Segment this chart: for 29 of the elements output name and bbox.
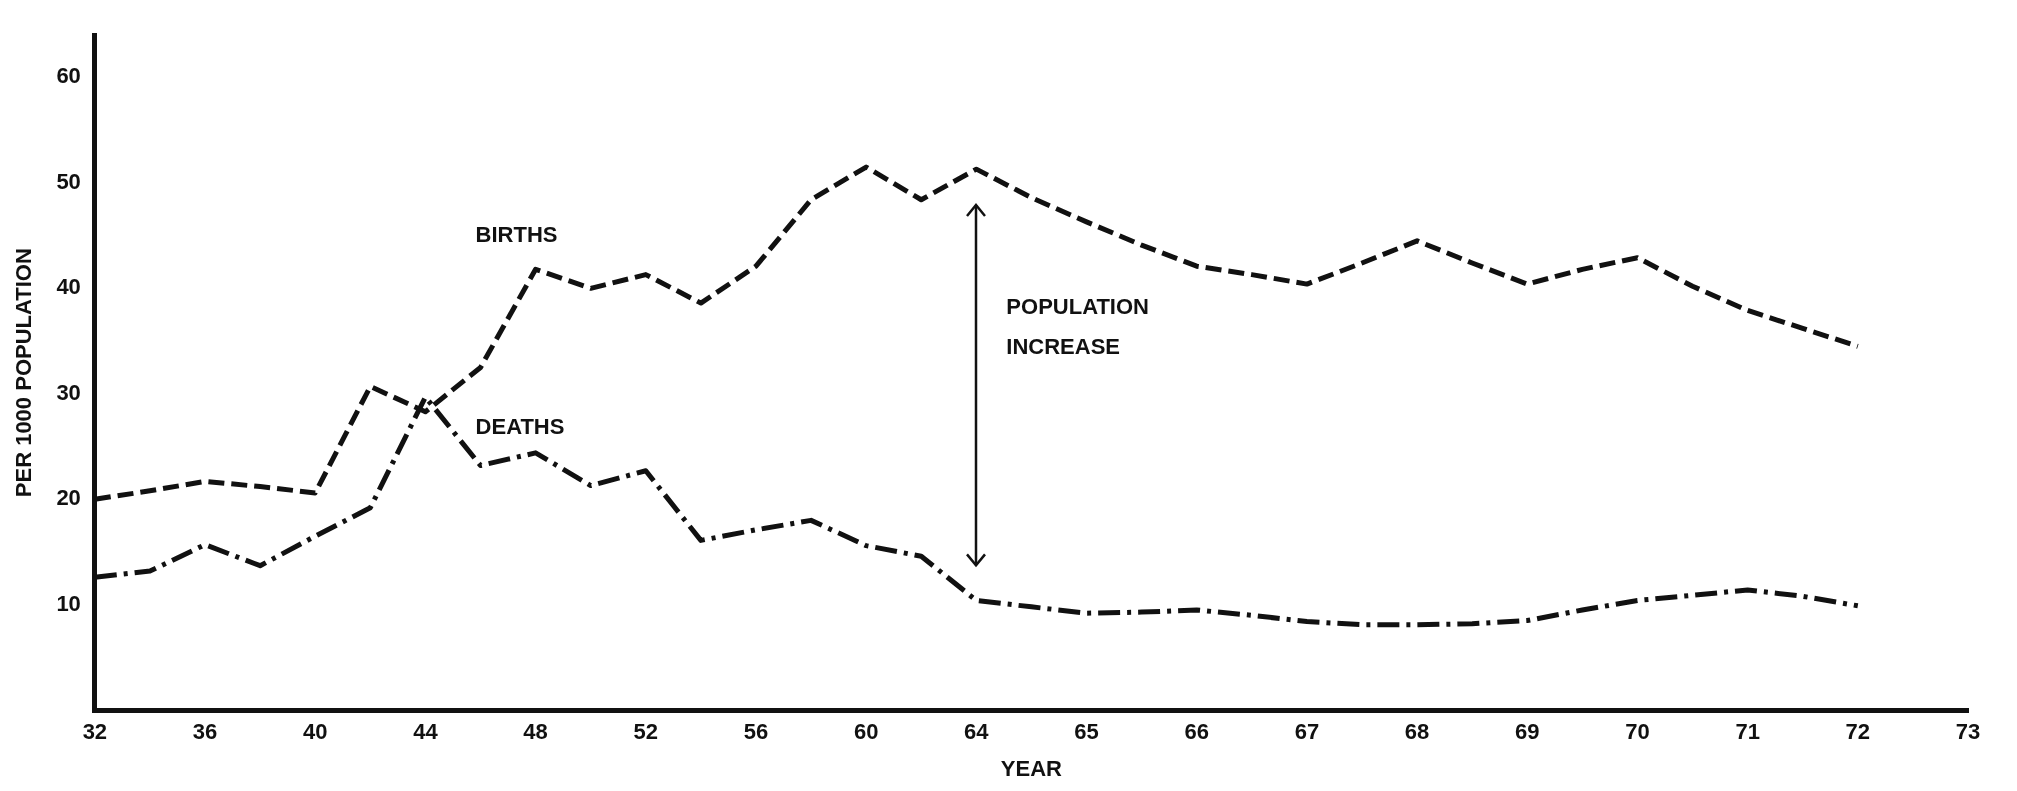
x-axis-title: YEAR: [1000, 755, 1063, 781]
x-tick-label: 48: [523, 719, 548, 745]
x-tick-label: 71: [1735, 719, 1760, 745]
y-tick-label: 60: [56, 63, 81, 89]
y-tick-label: 20: [56, 485, 81, 511]
series-label: BIRTHS: [475, 222, 558, 248]
x-tick-label: 32: [82, 719, 108, 745]
x-tick-label: 66: [1184, 719, 1209, 745]
x-tick-label: 72: [1845, 719, 1871, 745]
x-tick-label: 67: [1294, 719, 1320, 745]
x-tick-label: 52: [633, 719, 659, 745]
x-tick-label: 64: [964, 719, 990, 745]
x-tick-label: 69: [1515, 719, 1540, 745]
y-tick-label: 30: [56, 379, 81, 405]
y-axis-title: PER 1000 POPULATION: [11, 248, 37, 498]
x-tick-label: 65: [1074, 719, 1099, 745]
x-tick-label: 56: [743, 719, 769, 745]
series-label: DEATHS: [475, 413, 565, 439]
y-tick-label: 10: [56, 590, 81, 616]
x-tick-label: 68: [1404, 719, 1430, 745]
x-tick-label: 40: [303, 719, 328, 745]
annotation: POPULATION INCREASE: [1006, 293, 1149, 359]
y-tick-label: 50: [56, 168, 81, 194]
x-tick-label: 70: [1625, 719, 1650, 745]
x-tick-label: 44: [413, 719, 439, 745]
x-tick-label: 60: [853, 719, 879, 745]
x-tick-label: 73: [1955, 719, 1981, 745]
x-tick-label: 36: [192, 719, 218, 745]
y-tick-label: 40: [56, 274, 81, 300]
